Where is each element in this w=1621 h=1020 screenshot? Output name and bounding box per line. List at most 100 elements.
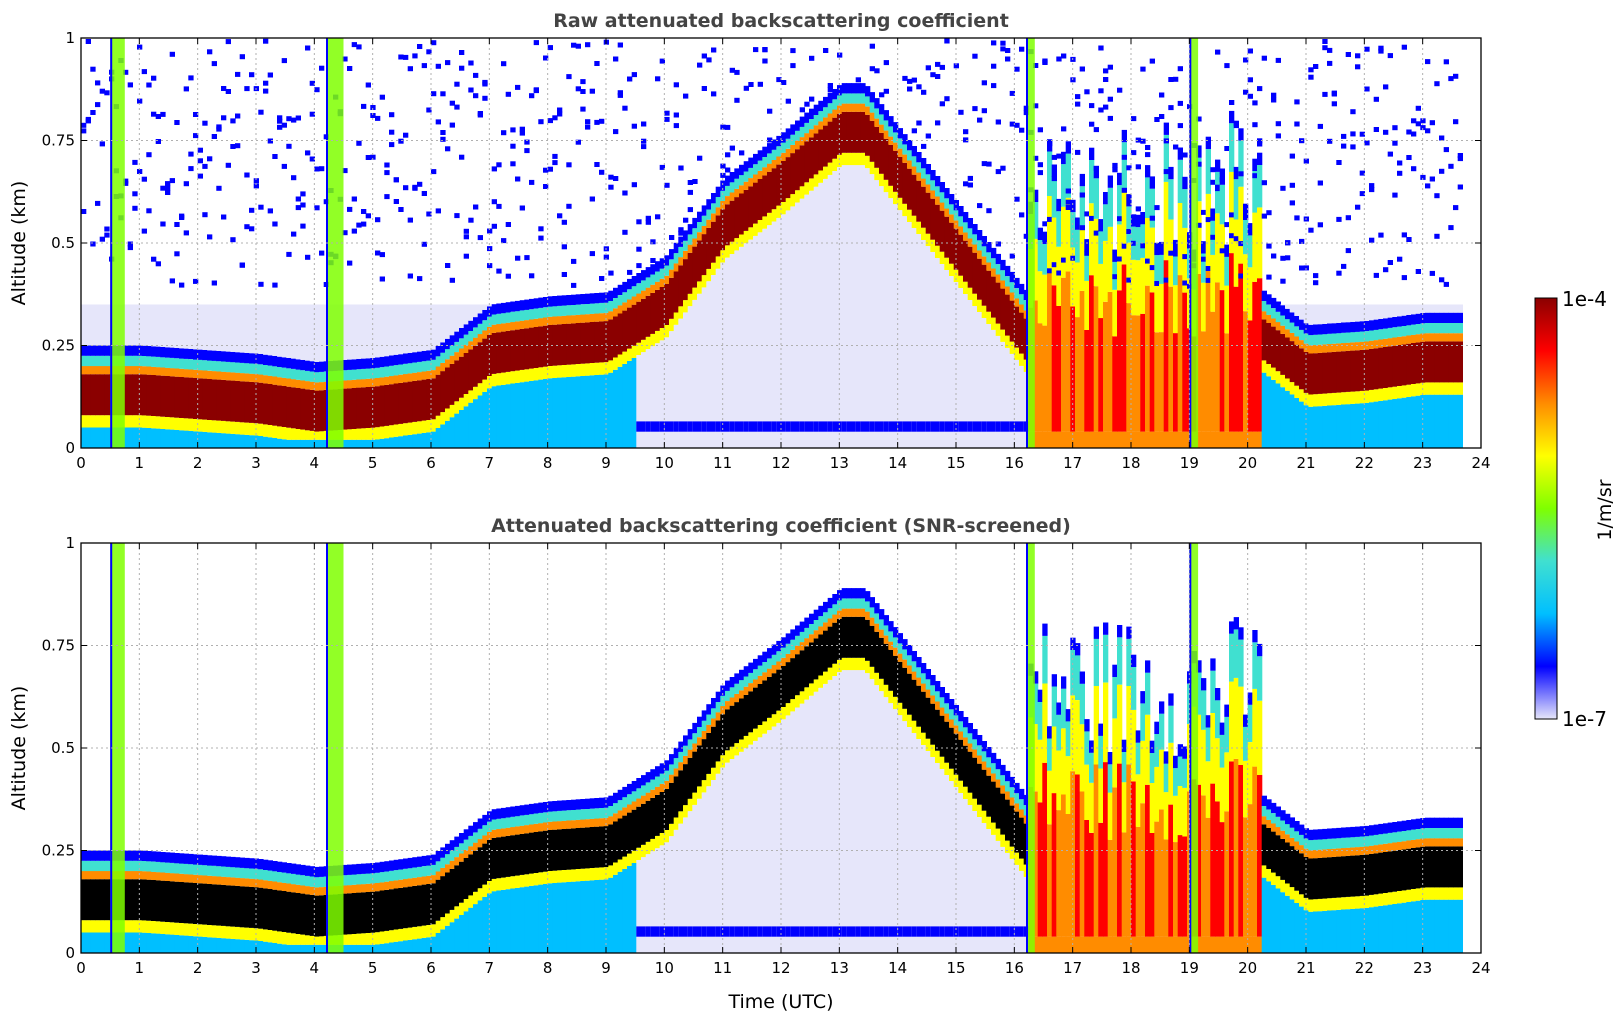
heatmap-cell xyxy=(510,888,516,953)
heatmap-cell xyxy=(636,283,642,294)
heatmap-cell xyxy=(202,854,208,866)
heatmap-cell xyxy=(123,860,129,872)
heatmap-cell xyxy=(1322,910,1328,953)
heatmap-cell xyxy=(1126,206,1132,243)
heatmap-cell xyxy=(1373,894,1379,907)
noise-cell xyxy=(799,107,805,113)
noise-cell xyxy=(1271,92,1277,98)
heatmap-cell xyxy=(305,944,311,953)
heatmap-cell xyxy=(319,431,325,440)
heatmap-cell xyxy=(972,798,978,811)
heatmap-cell xyxy=(1093,638,1099,686)
heatmap-cell xyxy=(1406,840,1412,849)
noise-cell xyxy=(104,90,110,96)
noise-cell xyxy=(589,251,595,257)
heatmap-cell xyxy=(561,324,567,365)
heatmap-cell xyxy=(930,190,936,199)
heatmap-cell xyxy=(939,715,945,757)
heatmap-cell xyxy=(482,309,488,321)
heatmap-cell xyxy=(571,828,577,870)
noise-cell xyxy=(85,39,91,44)
heatmap-cell xyxy=(160,375,166,417)
heatmap-cell xyxy=(664,275,670,284)
heatmap-cell xyxy=(1089,782,1095,833)
heatmap-cell xyxy=(491,878,497,892)
heatmap-cell xyxy=(1159,713,1165,750)
heatmap-cell xyxy=(977,735,983,746)
heatmap-cell xyxy=(902,216,908,448)
noise-cell xyxy=(930,72,936,78)
heatmap-cell xyxy=(496,829,502,838)
heatmap-cell xyxy=(482,338,488,380)
noise-cell xyxy=(566,162,572,168)
heatmap-cell xyxy=(1397,821,1403,832)
heatmap-cell xyxy=(1019,304,1025,313)
heatmap-cell xyxy=(225,885,231,927)
heatmap-cell xyxy=(939,421,945,432)
heatmap-cell xyxy=(160,429,166,448)
heatmap-cell xyxy=(664,830,670,843)
noise-cell xyxy=(1107,96,1113,102)
heatmap-cell xyxy=(305,865,311,876)
heatmap-cell xyxy=(286,932,292,945)
heatmap-cell xyxy=(599,362,605,375)
heatmap-cell xyxy=(263,375,269,384)
heatmap-cell xyxy=(1210,311,1216,432)
heatmap-cell xyxy=(809,613,815,624)
heatmap-cell xyxy=(1037,323,1043,432)
heatmap-cell xyxy=(683,421,689,432)
noise-cell xyxy=(1205,217,1211,223)
heatmap-cell xyxy=(1009,858,1015,953)
heatmap-cell xyxy=(365,368,371,379)
heatmap-cell xyxy=(790,711,796,953)
heatmap-cell xyxy=(981,769,987,811)
heatmap-cell xyxy=(1224,431,1230,448)
heatmap-cell xyxy=(244,434,250,448)
heatmap-cell xyxy=(701,215,707,226)
heatmap-cell xyxy=(1075,774,1081,937)
heatmap-cell xyxy=(1098,768,1104,823)
heatmap-cell xyxy=(165,357,171,368)
heatmap-cell xyxy=(991,781,997,823)
heatmap-cell xyxy=(650,421,656,432)
heatmap-cell xyxy=(869,112,875,121)
heatmap-cell xyxy=(720,201,726,210)
heatmap-cell xyxy=(305,935,311,945)
heatmap-cell xyxy=(664,780,670,789)
heatmap-cell xyxy=(365,933,371,945)
heatmap-cell xyxy=(701,730,707,740)
heatmap-cell xyxy=(659,278,665,287)
heatmap-cell xyxy=(659,783,665,792)
heatmap-cell xyxy=(1056,198,1062,212)
heatmap-cell xyxy=(930,675,936,686)
noise-cell xyxy=(1033,63,1039,68)
heatmap-cell xyxy=(972,729,978,740)
heatmap-cell xyxy=(244,857,250,869)
heatmap-cell xyxy=(804,112,810,123)
heatmap-cell xyxy=(1168,705,1174,743)
noise-cell xyxy=(207,49,213,55)
heatmap-cell xyxy=(944,713,950,722)
heatmap-cell xyxy=(300,429,306,440)
heatmap-cell xyxy=(846,588,852,599)
heatmap-cell xyxy=(860,83,866,94)
heatmap-cell xyxy=(561,315,567,324)
heatmap-cell xyxy=(407,857,413,869)
heatmap-cell xyxy=(1345,304,1351,323)
heatmap-cell xyxy=(505,817,511,828)
heatmap-cell xyxy=(179,863,185,874)
heatmap-cell xyxy=(267,437,273,448)
heatmap-cell xyxy=(146,304,152,346)
heatmap-cell xyxy=(1313,394,1319,407)
noise-cell xyxy=(81,209,87,214)
noise-cell xyxy=(319,166,325,172)
heatmap-cell xyxy=(916,172,922,181)
x-tick-label: 9 xyxy=(601,454,611,472)
noise-cell xyxy=(1000,40,1006,46)
heatmap-cell xyxy=(491,819,497,830)
heatmap-cell xyxy=(893,926,899,937)
heatmap-cell xyxy=(1005,347,1011,448)
heatmap-cell xyxy=(711,708,717,719)
heatmap-cell xyxy=(412,939,418,953)
heatmap-cell xyxy=(603,312,609,322)
